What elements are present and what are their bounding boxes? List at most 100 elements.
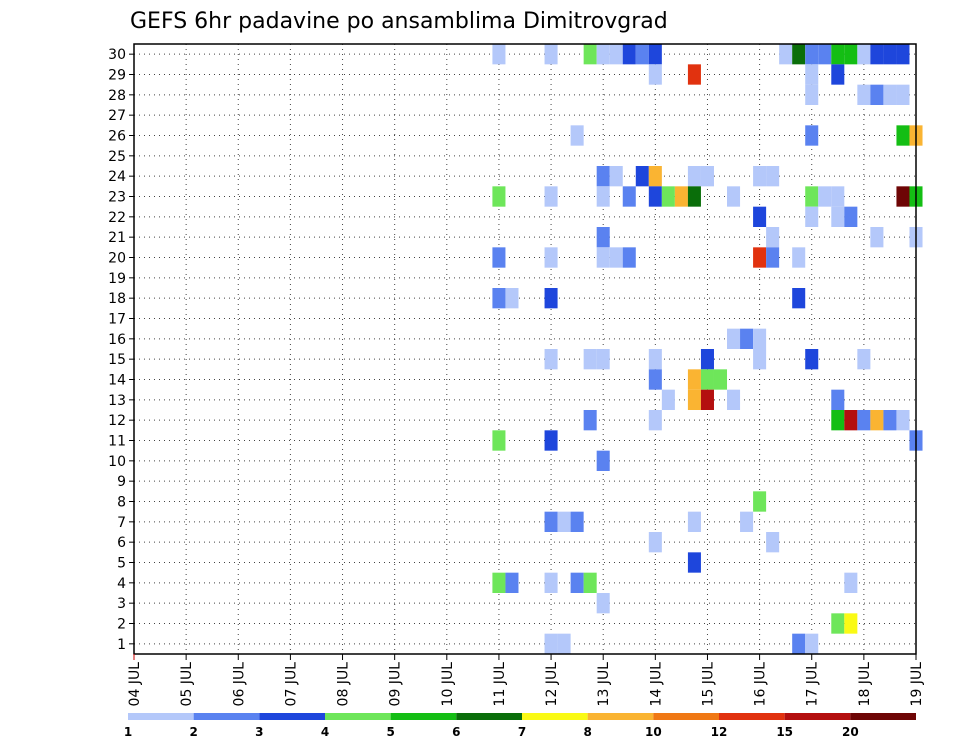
colorbar-tick-label: 4 [321, 725, 329, 739]
heatmap-cell [544, 633, 558, 654]
y-tick-label: 1 [117, 637, 126, 653]
heatmap-cell [687, 64, 701, 85]
colorbar-swatch [587, 713, 654, 720]
y-tick-label: 27 [108, 108, 126, 124]
colorbar-tick-label: 8 [583, 725, 591, 739]
heatmap-cell [831, 613, 845, 634]
heatmap-cell [544, 572, 558, 593]
heatmap-cell [583, 349, 597, 370]
heatmap-cell [805, 84, 819, 105]
heatmap-cell [844, 44, 858, 65]
y-tick-label: 15 [108, 352, 126, 368]
heatmap-cell [740, 328, 754, 349]
heatmap-cell [896, 44, 910, 65]
heatmap-cell [713, 369, 728, 390]
heatmap-cell [648, 44, 662, 65]
heatmap-cell [805, 349, 819, 370]
heatmap-cell [544, 430, 558, 451]
heatmap-cell [570, 125, 584, 146]
colorbar-swatch [719, 713, 785, 720]
heatmap-cell [805, 633, 819, 654]
heatmap-cell [740, 511, 754, 532]
heatmap-cell [818, 44, 832, 65]
heatmap-cell [753, 328, 767, 349]
heatmap-cell [492, 186, 506, 207]
heatmap-cell [831, 389, 845, 410]
heatmap-cell [687, 511, 701, 532]
x-tick-label: 08 JUL [336, 662, 352, 707]
heatmap-cell [544, 44, 558, 65]
heatmap-cell [766, 166, 780, 187]
heatmap-cell [753, 491, 767, 512]
heatmap-cell [805, 206, 819, 227]
colorbar-tick-label: 1 [124, 725, 132, 739]
colorbar-tick-label: 15 [776, 725, 793, 739]
heatmap-cell [700, 389, 714, 410]
x-tick-label: 19 JUL [909, 662, 925, 707]
heatmap-cell [805, 44, 819, 65]
heatmap-cell [687, 369, 701, 390]
colorbar-legend: 1 2 3 4 5 6 7 8 10 12 15 20 [124, 713, 916, 739]
heatmap-cell [896, 410, 910, 431]
heatmap-cell [557, 633, 571, 654]
heatmap-cell [805, 64, 819, 85]
heatmap-cell [831, 44, 845, 65]
heatmap-cell [792, 633, 806, 654]
heatmap-cell [779, 44, 793, 65]
x-tick-label: 14 JUL [648, 662, 664, 707]
heatmap-cell [648, 369, 662, 390]
heatmap-cell [792, 44, 806, 65]
heatmap-cell [544, 288, 558, 309]
heatmap-cell [766, 247, 780, 268]
heatmap-cell [596, 450, 610, 471]
y-tick-label: 20 [108, 251, 126, 267]
heatmap-cell [896, 125, 910, 146]
heatmap-cell [831, 64, 845, 85]
heatmap-cell [596, 247, 610, 268]
heatmap-cell [753, 349, 767, 370]
y-tick-label: 16 [108, 332, 126, 348]
heatmap-cell [857, 349, 871, 370]
heatmap-cell [674, 186, 688, 207]
y-tick-label: 28 [108, 88, 126, 104]
heatmap-cell [492, 430, 506, 451]
heatmap-cell [648, 166, 662, 187]
heatmap-cell [596, 593, 610, 614]
plot-frame [133, 43, 917, 655]
heatmap-cell [844, 410, 858, 431]
heatmap-cell [635, 166, 649, 187]
heatmap-cell [609, 166, 623, 187]
heatmap-cell [831, 206, 845, 227]
x-tick-label: 15 JUL [700, 662, 716, 707]
heatmap-cell [883, 44, 897, 65]
heatmap-cell [505, 572, 519, 593]
colorbar-tick-label: 2 [189, 725, 197, 739]
heatmap-cell [505, 288, 519, 309]
heatmap-cell [544, 511, 558, 532]
colorbar-swatch [653, 713, 719, 720]
heatmap-cell [818, 186, 832, 207]
heatmap-cell [596, 227, 610, 248]
colorbar-swatch [259, 713, 325, 720]
x-tick-label: 12 JUL [544, 662, 560, 707]
heatmap-cell [857, 44, 871, 65]
colorbar-swatch [456, 713, 522, 720]
heatmap-cell [609, 44, 623, 65]
x-tick-label: 18 JUL [857, 662, 873, 707]
x-tick-label: 07 JUL [283, 662, 299, 707]
heatmap-cell [700, 369, 714, 390]
colorbar-tick-label: 6 [452, 725, 460, 739]
y-tick-label: 12 [108, 413, 126, 429]
heatmap-cell [870, 44, 884, 65]
colorbar-swatch [325, 713, 391, 720]
colorbar-tick-label: 20 [842, 725, 859, 739]
colorbar-swatch [193, 713, 260, 720]
heatmap-cell [557, 511, 571, 532]
heatmap-cell [883, 84, 897, 105]
heatmap-cell [583, 410, 597, 431]
y-tick-label: 9 [117, 474, 126, 490]
heatmap-cell [727, 186, 741, 207]
y-tick-label: 21 [108, 230, 126, 246]
